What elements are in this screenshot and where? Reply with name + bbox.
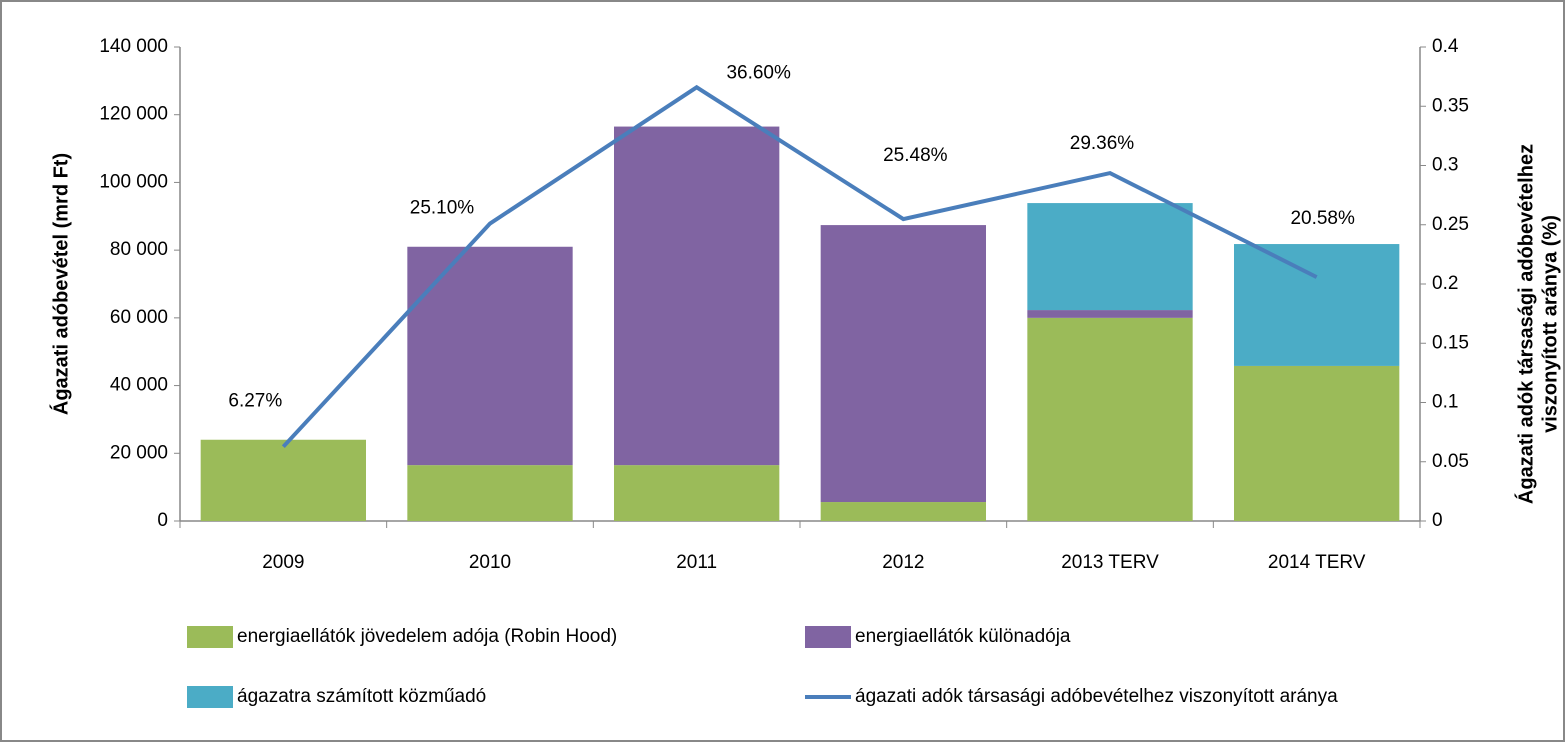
y-tick-label: 140 000 — [99, 36, 168, 57]
bar-segment — [1027, 203, 1193, 311]
y2-tick-label: 0.15 — [1432, 332, 1469, 353]
legend-swatch — [187, 686, 233, 708]
y2-tick-label: 0.4 — [1432, 36, 1459, 57]
y-tick-label: 0 — [157, 510, 168, 531]
bar-segment — [1234, 244, 1400, 366]
y-tick-label: 80 000 — [110, 239, 168, 260]
data-label: 36.60% — [726, 62, 791, 83]
y2-tick-label: 0 — [1432, 510, 1443, 531]
bar-segment — [614, 465, 780, 521]
y2-axis-title: viszonyított aránya (%) — [1539, 215, 1561, 433]
x-tick-label: 2010 — [469, 552, 511, 573]
bar-segment — [200, 439, 366, 521]
data-label: 6.27% — [228, 391, 282, 412]
data-label: 25.10% — [410, 198, 475, 219]
data-label: 25.48% — [883, 145, 948, 166]
data-label: 20.58% — [1290, 208, 1355, 229]
y-tick-label: 60 000 — [110, 307, 168, 328]
y2-axis-title: Ágazati adók társasági adóbevételhez — [1514, 144, 1537, 504]
x-tick-label: 2013 TERV — [1061, 552, 1159, 573]
bar-segment — [1027, 310, 1193, 318]
bar-segment — [614, 126, 780, 466]
legend-swatch — [187, 626, 233, 648]
data-label: 29.36% — [1070, 133, 1135, 154]
legend-label: energiaellátók különadója — [855, 626, 1071, 647]
x-tick-label: 2012 — [882, 552, 924, 573]
x-tick-label: 2014 TERV — [1268, 552, 1366, 573]
y2-tick-label: 0.2 — [1432, 273, 1458, 294]
x-tick-label: 2011 — [676, 552, 717, 573]
y-tick-label: 40 000 — [110, 375, 168, 396]
y-tick-label: 120 000 — [99, 104, 168, 125]
y-tick-label: 20 000 — [110, 442, 168, 463]
y2-tick-label: 0.1 — [1432, 392, 1458, 413]
line-series — [281, 84, 1318, 449]
bar-segment — [820, 502, 986, 521]
legend-label: energiaellátók jövedelem adója (Robin Ho… — [237, 626, 617, 647]
bar-segment — [407, 465, 573, 521]
bar-segment — [1027, 317, 1193, 521]
bar-segment — [1234, 365, 1400, 521]
legend-label: ágazati adók társasági adóbevételhez vis… — [855, 686, 1338, 707]
legend-label: ágazatra számított közműadó — [237, 686, 486, 707]
y2-tick-label: 0.25 — [1432, 214, 1469, 235]
bar-segment — [820, 225, 986, 503]
y-tick-label: 100 000 — [99, 171, 168, 192]
y2-tick-label: 0.35 — [1432, 95, 1469, 116]
y2-tick-label: 0.05 — [1432, 451, 1469, 472]
y-axis-title: Ágazati adóbevétel (mrd Ft) — [49, 153, 72, 415]
bar-segment — [407, 246, 573, 466]
x-tick-label: 2009 — [262, 552, 304, 573]
y2-tick-label: 0.3 — [1432, 155, 1458, 176]
legend-swatch — [805, 626, 851, 648]
